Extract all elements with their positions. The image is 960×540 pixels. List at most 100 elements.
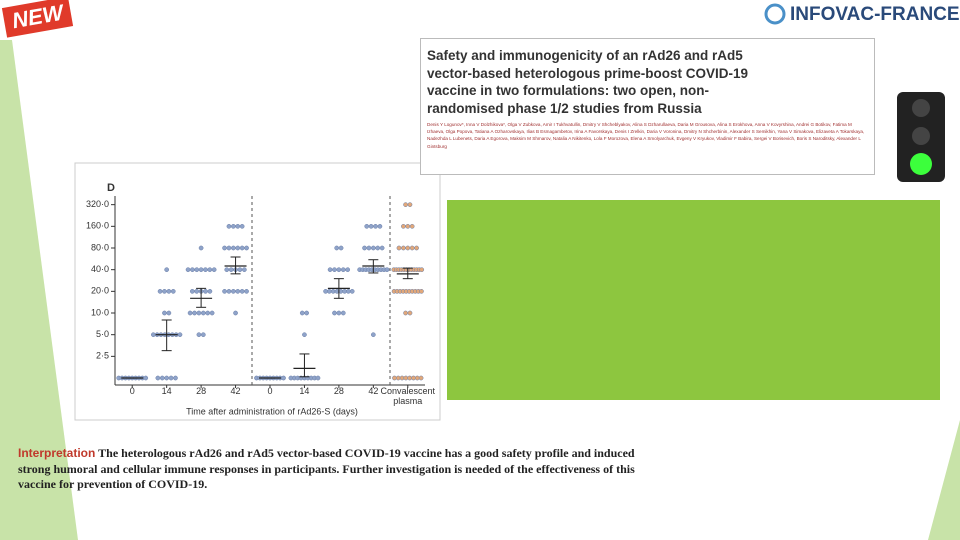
panel-label: D (107, 182, 115, 194)
brand-icon (764, 3, 786, 25)
interpretation: Interpretation The heterologous rAd26 an… (18, 446, 658, 493)
data-dot (336, 267, 342, 273)
data-dot (419, 267, 425, 273)
data-dot (155, 375, 161, 381)
paper-authors: Denis Y Logunov*, Inna V Dolzhikova*, Ol… (427, 122, 865, 149)
interpretation-text: The heterologous rAd26 and rAd5 vector-b… (18, 446, 635, 492)
data-dot (403, 202, 408, 208)
data-dot (164, 375, 170, 381)
data-dot (190, 267, 195, 273)
data-dot (407, 202, 413, 208)
data-dot (327, 267, 333, 273)
data-dot (159, 375, 165, 381)
y-tick-label: 2·5 (96, 351, 109, 361)
data-dot (340, 310, 346, 316)
data-dot (373, 223, 378, 229)
data-dot (239, 223, 245, 229)
data-dot (419, 288, 424, 294)
data-dot (244, 245, 249, 251)
data-dot (164, 267, 170, 273)
y-tick-label: 20·0 (91, 286, 109, 296)
green-box (447, 200, 940, 400)
data-dot (170, 288, 176, 294)
data-dot (414, 245, 419, 251)
data-dot (302, 332, 307, 338)
data-dot (222, 245, 227, 251)
data-dot (235, 245, 241, 251)
data-dot (207, 288, 213, 294)
data-dot (242, 267, 247, 273)
x-tick-label: 0 (267, 386, 273, 396)
x-tick-label: Convalescent plasma (380, 386, 436, 406)
data-dot (192, 310, 197, 316)
data-dot (332, 267, 337, 273)
data-dot (224, 267, 230, 273)
y-tick-label: 320·0 (86, 199, 109, 209)
data-dot (370, 245, 376, 251)
data-dot (362, 245, 367, 251)
data-dot (222, 288, 227, 294)
data-dot (396, 245, 402, 251)
data-dot (203, 288, 208, 294)
data-dot (235, 288, 241, 294)
data-dot (173, 375, 178, 381)
x-tick-label: 14 (161, 386, 172, 396)
data-dot (226, 245, 232, 251)
data-dot (340, 267, 346, 273)
x-tick-label: 14 (299, 386, 310, 396)
data-dot (194, 288, 200, 294)
data-dot (349, 288, 355, 294)
data-dot (143, 375, 149, 381)
light-amber (912, 127, 930, 145)
x-axis-title: Time after administration of rAd26-S (da… (186, 406, 358, 416)
data-dot (200, 310, 206, 316)
chart-frame (74, 162, 441, 421)
data-dot (166, 310, 172, 316)
data-dot (364, 223, 370, 229)
data-dot (299, 310, 305, 316)
deco-corner (928, 420, 960, 540)
data-dot (334, 245, 340, 251)
data-dot (162, 288, 167, 294)
data-dot (189, 288, 195, 294)
data-dot (368, 223, 374, 229)
y-tick-label: 80·0 (91, 242, 109, 252)
data-dot (304, 310, 309, 316)
data-dot (405, 223, 411, 229)
data-dot (338, 245, 344, 251)
data-dot (198, 267, 204, 273)
data-dot (377, 223, 383, 229)
data-dot (207, 267, 213, 273)
data-dot (239, 245, 245, 251)
data-dot (379, 245, 385, 251)
data-dot (233, 310, 238, 316)
light-green (910, 153, 932, 175)
data-dot (200, 332, 206, 338)
data-dot (375, 245, 381, 251)
data-dot (231, 245, 236, 251)
data-dot (407, 310, 413, 316)
data-dot (403, 310, 408, 316)
data-dot (157, 288, 163, 294)
data-dot (244, 288, 249, 294)
data-dot (336, 310, 342, 316)
data-dot (226, 288, 232, 294)
data-dot (239, 288, 245, 294)
x-tick-label: 0 (129, 386, 135, 396)
data-dot (281, 375, 286, 381)
chart: D Time after administration of rAd26-S (… (86, 182, 425, 416)
data-dot (231, 223, 236, 229)
data-dot (401, 245, 406, 251)
paper-title: Safety and immunogenicity of an rAd26 an… (427, 48, 749, 116)
data-dot (205, 310, 211, 316)
brand: INFOVAC-FRANCE (790, 4, 960, 25)
interpretation-label: Interpretation (18, 446, 96, 460)
data-dot (196, 332, 202, 338)
data-dot (209, 310, 215, 316)
data-dot (409, 245, 415, 251)
data-dot (405, 245, 411, 251)
data-dot (231, 288, 236, 294)
data-dot (211, 267, 217, 273)
data-dot (198, 245, 204, 251)
